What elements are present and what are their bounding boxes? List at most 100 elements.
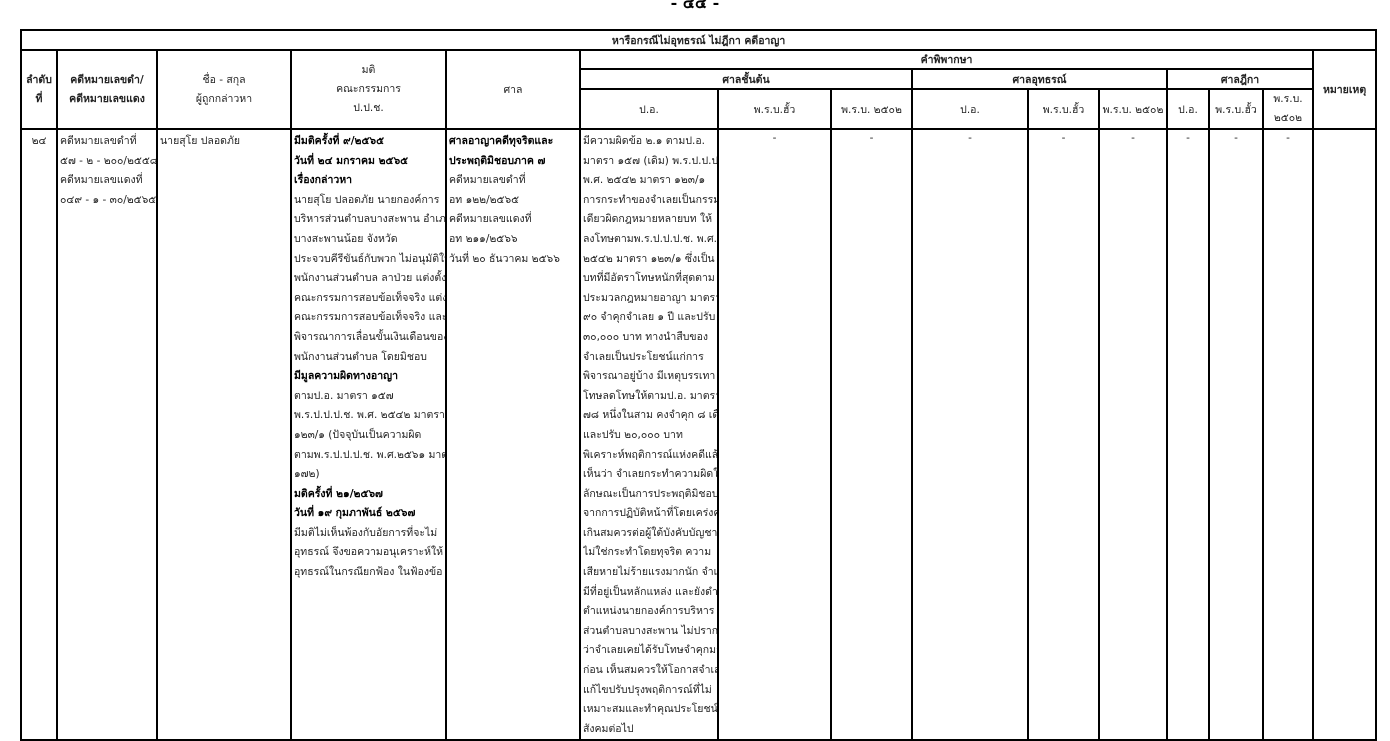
text-line: ส่วนตำบลบางสะพาน ไม่ปรากฏ bbox=[583, 624, 717, 637]
text-line: ก่อน เห็นสมควรให้โอกาสจำเลย bbox=[583, 664, 717, 677]
text-line: เสียหายไม่ร้ายแรงมากนัก จำเลย bbox=[583, 566, 717, 579]
text-line: วันที่ ๑๙ กุมภาพันธ์ ๒๕๖๗ bbox=[294, 507, 416, 520]
text-line: ตำแหน่งนายกองค์การบริหาร bbox=[583, 605, 715, 618]
text-line: มีมติครั้งที่ ๙/๒๕๖๕ bbox=[294, 135, 385, 147]
header-judgment: คำพิพากษา bbox=[579, 49, 1314, 70]
text-line: มาตรา ๑๕๗ (เดิม) พ.ร.ป.ป.ป.ช. bbox=[583, 154, 717, 167]
text-line: ตามพ.ร.ป.ป.ป.ช. พ.ศ.๒๕๖๑ มาตรา bbox=[294, 448, 445, 461]
table-title: หารือกรณีไม่อุทธรณ์ ไม่ฎีกา คดีอาญา bbox=[19, 29, 1378, 51]
text-line: อุทธรณ์ในกรณียกฟ้อง ในฟ้องข้อ ๒.๒ bbox=[294, 566, 445, 579]
text-line: วันที่ ๒๐ ธันวาคม ๒๕๖๖ bbox=[449, 252, 560, 265]
header-supreme-po: ป.อ. bbox=[1166, 88, 1210, 130]
cell-appeal-collusion-act: - bbox=[1027, 127, 1100, 741]
text-line: คดีหมายเลขดำที่ bbox=[60, 135, 137, 147]
text-line: นายสุโย ปลอดภัย bbox=[160, 135, 241, 147]
text-line: ๑๗๒) bbox=[294, 468, 320, 481]
cell-remarks bbox=[1311, 127, 1378, 741]
text-line: คณะกรรมการสอบข้อเท็จจริง แต่งตั้ง bbox=[294, 291, 445, 304]
header-supreme-court: ศาลฎีกา bbox=[1166, 68, 1314, 90]
header-name: ชื่อ - สกุล ผู้ถูกกล่าวหา bbox=[156, 49, 292, 130]
text-line: คดีหมายเลขแดงที่ bbox=[60, 174, 143, 187]
text-line: ศาลอาญาคดีทุจริตและ bbox=[449, 135, 554, 147]
header-first-court: ศาลชั้นต้น bbox=[579, 68, 913, 90]
cell-supreme-collusion-act: - bbox=[1208, 127, 1264, 741]
case-table: หารือกรณีไม่อุทธรณ์ ไม่ฎีกา คดีอาญา ลำดั… bbox=[19, 29, 1378, 741]
header-appeal-court: ศาลอุทธรณ์ bbox=[911, 68, 1168, 90]
text-line: พนักงานส่วนตำบล ลาป่วย แต่งตั้ง bbox=[294, 272, 445, 285]
page-number: - ๔๔ - bbox=[670, 0, 720, 12]
text-line: มีมูลความผิดทางอาญา bbox=[294, 370, 398, 383]
text-line: ลงโทษตามพ.ร.ป.ป.ป.ช. พ.ศ. bbox=[583, 232, 717, 245]
text-line: นายสุโย ปลอดภัย นายกองค์การ bbox=[294, 193, 440, 206]
text-line: วันที่ ๒๔ มกราคม ๒๕๖๕ bbox=[294, 154, 409, 167]
text-line: ๑๒๓/๑ (ปัจจุบันเป็นความผิด bbox=[294, 428, 422, 441]
text-line: จำเลยเป็นประโยชน์แก่การ bbox=[583, 350, 704, 363]
text-line: ไม่ใช่กระทำโดยทุจริต ความ bbox=[583, 546, 712, 559]
header-seq: ลำดับ ที่ bbox=[20, 49, 58, 130]
text-line: ลักษณะเป็นการประพฤติมิชอบ bbox=[583, 487, 717, 500]
text-line: อุทธรณ์ จึงขอความอนุเคราะห์ให้ bbox=[294, 546, 444, 559]
text-line: โทษลดโทษให้ตามป.อ. มาตรา bbox=[583, 389, 717, 402]
cell-name: นายสุโย ปลอดภัย bbox=[156, 127, 292, 741]
table-row: ๒๔ คดีหมายเลขดำที่ ๕๗ - ๒ - ๒๐๐/๒๕๕๘ คดีหม… bbox=[20, 127, 1378, 741]
cell-seq: ๒๔ bbox=[20, 127, 58, 741]
cell-court: ศาลอาญาคดีทุจริตและประพฤติมิชอบภาค ๗คดีห… bbox=[445, 127, 581, 741]
text-line: อท ๑๒๒/๒๕๖๕ bbox=[449, 193, 520, 206]
text-line: พนักงานส่วนตำบล โดยมิชอบ bbox=[294, 350, 427, 363]
cell-supreme-po: - bbox=[1166, 127, 1210, 741]
text-line: ว่าจำเลยเคยได้รับโทษจำคุกมา bbox=[583, 644, 717, 657]
cell-supreme-act-2502: - bbox=[1262, 127, 1314, 741]
header-appeal-po: ป.อ. bbox=[911, 88, 1029, 130]
text-line: ๙๐ จำคุกจำเลย ๑ ปี และปรับ bbox=[583, 311, 716, 324]
text-line: อท ๒๑๑/๒๕๖๖ bbox=[449, 232, 518, 245]
text-line: มีมติไม่เห็นพ้องกับอัยการที่จะไม่ bbox=[294, 526, 438, 539]
text-line: ประจวบคีรีขันธ์กับพวก ไม่อนุมัติให้ bbox=[294, 252, 445, 265]
text-line: ๐๔๙ - ๑ - ๓๐/๒๕๖๕ bbox=[60, 193, 156, 206]
text-line: บริหารส่วนตำบลบางสะพาน อำเภอ bbox=[294, 213, 445, 226]
text-line: เกินสมควรต่อผู้ใต้บังคับบัญชา bbox=[583, 526, 717, 539]
text-line: พ.ศ. ๒๕๔๒ มาตรา ๑๒๓/๑ bbox=[583, 174, 706, 187]
text-line: พิเคราะห์พฤติการณ์แห่งคดีแล้ว bbox=[583, 448, 717, 461]
text-line: คดีหมายเลขแดงที่ bbox=[449, 213, 532, 226]
text-line: การกระทำของจำเลยเป็นกรรม bbox=[583, 193, 717, 206]
text-line: เดียวผิดกฎหมายหลายบท ให้ bbox=[583, 213, 713, 226]
text-line: พิจารณาการเลื่อนขั้นเงินเดือนของ bbox=[294, 330, 445, 343]
header-first-act-2502: พ.ร.บ. ๒๕๐๒ bbox=[830, 88, 913, 130]
header-court: ศาล bbox=[445, 49, 581, 130]
cell-resolution: มีมติครั้งที่ ๙/๒๕๖๕วันที่ ๒๔ มกราคม ๒๕๖… bbox=[290, 127, 447, 741]
text-line: ๕๗ - ๒ - ๒๐๐/๒๕๕๘ bbox=[60, 154, 156, 167]
header-supreme-collusion-act: พ.ร.บ.ฮั้ว bbox=[1208, 88, 1264, 130]
cell-first-collusion-act: - bbox=[717, 127, 832, 741]
cell-case-no: คดีหมายเลขดำที่๕๗ - ๒ - ๒๐๐/๒๕๕๘คดีหมายเ… bbox=[56, 127, 158, 741]
text-line: และปรับ ๒๐,๐๐๐ บาท bbox=[583, 428, 683, 441]
text-line: บทที่มีอัตราโทษหนักที่สุดตาม bbox=[583, 272, 715, 285]
header-appeal-collusion-act: พ.ร.บ.ฮั้ว bbox=[1027, 88, 1100, 130]
text-line: เหมาะสมและทำคุณประโยชน์แก่ bbox=[583, 703, 717, 716]
header-remarks: หมายเหตุ bbox=[1311, 49, 1378, 130]
text-line: พิจารณาอยู่บ้าง มีเหตุบรรเทา bbox=[583, 370, 716, 383]
cell-first-act-2502: - bbox=[830, 127, 913, 741]
text-line: เห็นว่า จำเลยกระทำความผิดใน bbox=[583, 468, 717, 481]
text-line: ประพฤติมิชอบภาค ๗ bbox=[449, 154, 546, 167]
cell-first-po: มีความผิดข้อ ๒.๑ ตามป.อ. มาตรา ๑๕๗ (เดิม)… bbox=[579, 127, 719, 741]
text-line: ตามป.อ. มาตรา ๑๕๗ bbox=[294, 389, 394, 402]
text-line: พ.ร.ป.ป.ป.ช. พ.ศ. ๒๕๔๒ มาตรา bbox=[294, 409, 445, 422]
text-line: แก้ไขปรับปรุงพฤติการณ์ที่ไม่ bbox=[583, 683, 712, 696]
header-first-po: ป.อ. bbox=[579, 88, 719, 130]
text-line: คณะกรรมการสอบข้อเท็จจริง และ bbox=[294, 311, 445, 324]
text-line: ๗๘ หนึ่งในสาม คงจำคุก ๘ เดือน bbox=[583, 409, 717, 422]
text-line: มติครั้งที่ ๒๑/๒๕๖๗ bbox=[294, 487, 383, 500]
cell-appeal-po: - bbox=[911, 127, 1029, 741]
header-appeal-act-2502: พ.ร.บ. ๒๕๐๒ bbox=[1098, 88, 1168, 130]
header-case-no: คดีหมายเลขดำ/คดีหมายเลขแดง bbox=[56, 49, 158, 130]
text-line: จากการปฏิบัติหน้าที่โดยเคร่งครัด bbox=[583, 507, 717, 520]
text-line: มีความผิดข้อ ๒.๑ ตามป.อ. bbox=[583, 135, 705, 147]
header-first-collusion-act: พ.ร.บ.ฮั้ว bbox=[717, 88, 832, 130]
header-resolution: มติ คณะกรรมการ ป.ป.ช. bbox=[290, 49, 447, 130]
text-line: ๒๕๔๒ มาตรา ๑๒๓/๑ ซึ่งเป็น bbox=[583, 252, 715, 265]
cell-appeal-act-2502: - bbox=[1098, 127, 1168, 741]
header-supreme-act-2502: พ.ร.บ. ๒๕๐๒ bbox=[1262, 88, 1314, 130]
text-line: เรื่องกล่าวหา bbox=[294, 174, 353, 187]
text-line: มีที่อยู่เป็นหลักแหล่ง และยังดำรง bbox=[583, 585, 717, 598]
text-line: ประมวลกฎหมายอาญา มาตรา bbox=[583, 291, 717, 304]
